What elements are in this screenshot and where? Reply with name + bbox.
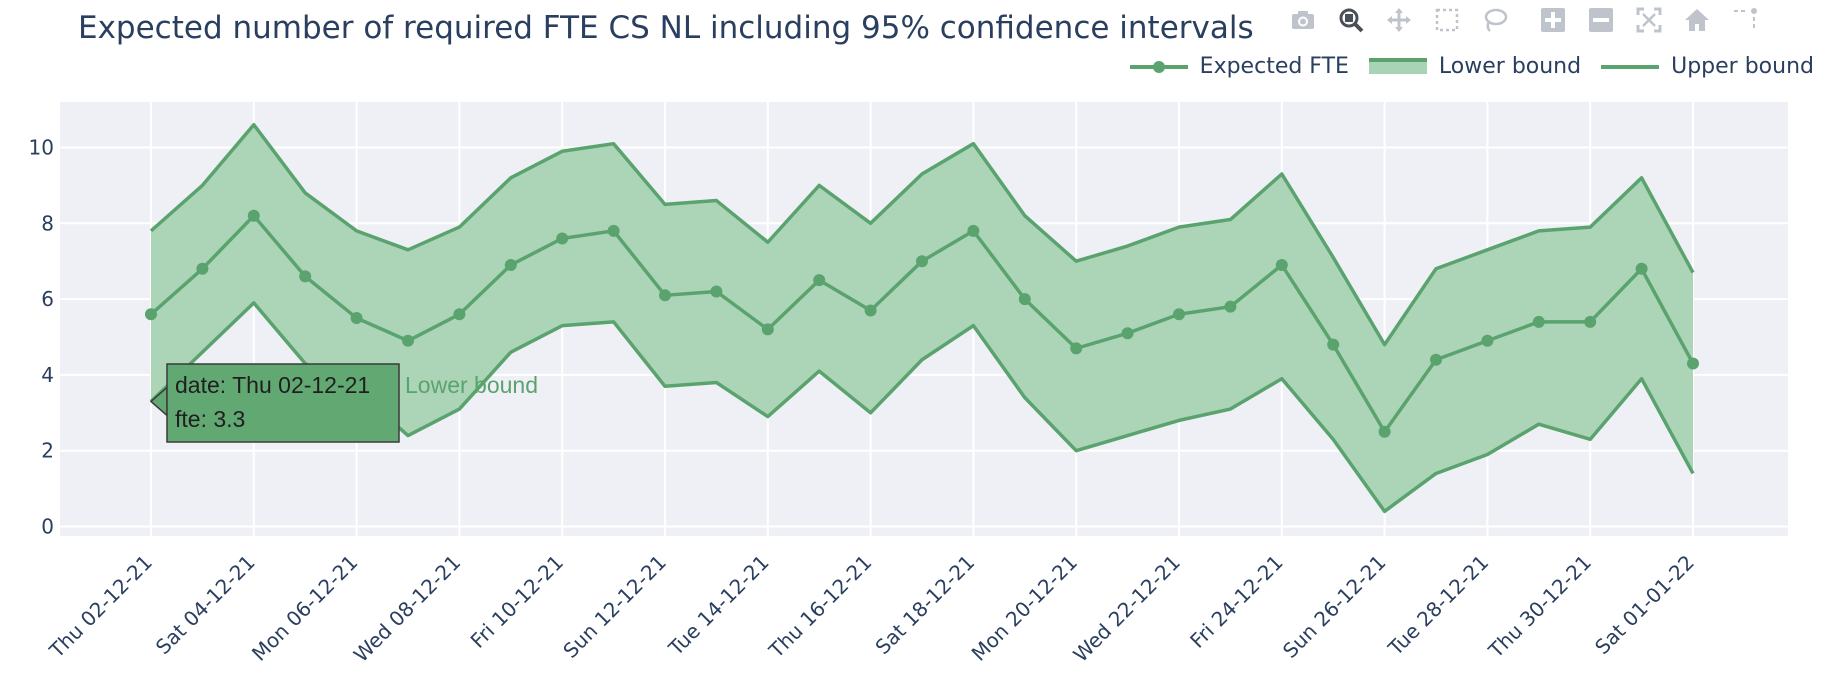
expected-fte-marker[interactable] — [916, 255, 928, 268]
spike-lines-icon[interactable] — [1732, 7, 1758, 33]
expected-fte-marker[interactable] — [1687, 357, 1699, 370]
upper-bound-line — [149, 122, 1695, 347]
zoom-icon[interactable] — [1338, 7, 1364, 33]
expected-fte-marker[interactable] — [864, 304, 877, 317]
expected-fte-marker[interactable] — [299, 270, 312, 283]
tooltip-value: fte: 3.3 — [175, 406, 245, 432]
expected-fte-marker[interactable] — [1481, 334, 1494, 347]
expected-fte-marker[interactable] — [967, 224, 980, 237]
x-tick-label: Mon 20-12-21 — [967, 550, 1082, 665]
expected-fte-marker[interactable] — [1327, 338, 1340, 351]
lasso-icon[interactable] — [1482, 7, 1508, 33]
expected-fte-marker[interactable] — [1070, 342, 1083, 355]
y-tick-label: 0 — [41, 515, 54, 539]
legend-label: Upper bound — [1671, 54, 1814, 79]
x-tick-label: Sat 04-12-21 — [151, 550, 260, 659]
zoom-in-icon[interactable] — [1540, 7, 1566, 33]
expected-fte-marker[interactable] — [1532, 315, 1545, 328]
x-tick-label: Sat 18-12-21 — [870, 550, 979, 659]
x-tick-label: Tue 28-12-21 — [1383, 550, 1494, 661]
expected-fte-marker[interactable] — [1275, 258, 1288, 271]
x-tick-label: Thu 30-12-21 — [1483, 550, 1596, 663]
pan-icon[interactable] — [1386, 7, 1412, 33]
expected-fte-marker[interactable] — [1173, 308, 1185, 321]
x-tick-label: Thu 16-12-21 — [764, 550, 877, 663]
y-tick-label: 10 — [29, 135, 54, 159]
tooltip-box — [166, 363, 400, 443]
legend: Expected FTE Lower bound Upper bound — [1110, 54, 1814, 79]
tooltip-trace-name: Lower bound — [405, 372, 538, 398]
expected-fte-marker[interactable] — [350, 312, 363, 325]
expected-fte-marker[interactable] — [710, 285, 723, 298]
expected-fte-marker[interactable] — [453, 308, 466, 321]
x-tick-label: Sun 26-12-21 — [1278, 550, 1391, 663]
confidence-band — [151, 124, 1693, 512]
x-tick-label: Tue 14-12-21 — [663, 550, 774, 661]
y-tick-label: 6 — [41, 287, 54, 311]
x-tick-label: Thu 02-12-21 — [44, 550, 157, 663]
expected-fte-marker[interactable] — [1635, 262, 1648, 275]
legend-line-icon — [1601, 64, 1660, 69]
expected-fte-marker[interactable] — [402, 334, 414, 347]
expected-fte-marker[interactable] — [659, 289, 671, 302]
expected-fte-marker[interactable] — [1584, 315, 1597, 328]
x-tick-label: Fri 10-12-21 — [466, 550, 569, 653]
x-tick-label: Mon 06-12-21 — [247, 550, 362, 665]
chart-title: Expected number of required FTE CS NL in… — [78, 10, 1254, 46]
y-tick-label: 8 — [41, 211, 54, 235]
legend-item-expected-fte[interactable]: Expected FTE — [1128, 54, 1349, 79]
camera-icon[interactable] — [1290, 7, 1316, 33]
y-tick-label: 4 — [41, 363, 54, 387]
zoom-out-icon[interactable] — [1588, 7, 1614, 33]
modebar — [1290, 2, 1780, 38]
lower-bound-line — [149, 301, 1695, 514]
legend-item-lower-bound[interactable]: Lower bound — [1367, 54, 1581, 79]
expected-fte-marker[interactable] — [556, 232, 569, 245]
expected-fte-marker[interactable] — [607, 224, 620, 237]
x-tick-label: Fri 24-12-21 — [1185, 550, 1288, 653]
home-icon[interactable] — [1684, 7, 1710, 33]
expected-fte-marker[interactable] — [1121, 327, 1134, 340]
expected-fte-marker[interactable] — [247, 209, 260, 222]
expected-fte-marker[interactable] — [1430, 353, 1442, 366]
expected-fte-marker[interactable] — [196, 262, 209, 275]
box-select-icon[interactable] — [1434, 7, 1460, 33]
legend-fill-icon — [1368, 57, 1427, 74]
legend-line-marker-icon — [1129, 60, 1188, 73]
x-tick-label: Wed 08-12-21 — [349, 550, 465, 666]
expected-fte-marker[interactable] — [761, 323, 774, 336]
expected-fte-marker[interactable] — [1378, 425, 1391, 438]
expected-fte-marker[interactable] — [504, 258, 517, 271]
legend-item-upper-bound[interactable]: Upper bound — [1599, 54, 1814, 79]
legend-label: Lower bound — [1438, 54, 1582, 79]
legend-label: Expected FTE — [1199, 54, 1349, 79]
expected-fte-marker[interactable] — [1018, 293, 1031, 306]
expected-fte-marker[interactable] — [1224, 300, 1237, 313]
x-tick-label: Wed 22-12-21 — [1068, 550, 1184, 666]
autoscale-icon[interactable] — [1636, 7, 1662, 33]
x-tick-label: Sun 12-12-21 — [558, 550, 671, 663]
expected-fte-marker[interactable] — [813, 274, 826, 287]
y-tick-label: 2 — [41, 439, 54, 463]
tooltip-date: date: Thu 02-12-21 — [175, 372, 370, 398]
expected-fte-marker[interactable] — [145, 308, 157, 321]
x-tick-label: Sat 01-01-22 — [1590, 550, 1699, 659]
